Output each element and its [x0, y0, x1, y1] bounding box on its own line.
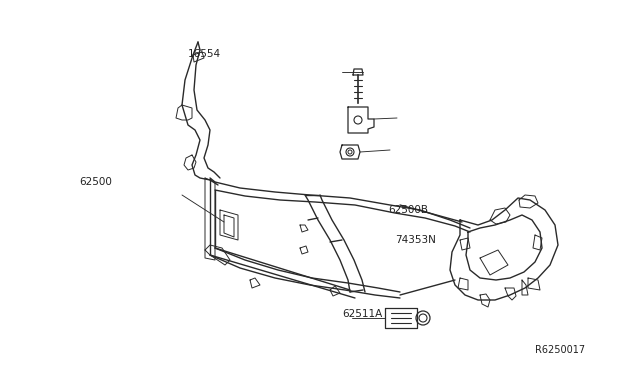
- Text: 16554: 16554: [188, 49, 221, 59]
- Text: 74353N: 74353N: [396, 235, 436, 245]
- Text: R6250017: R6250017: [536, 345, 586, 355]
- Text: 62500B: 62500B: [388, 205, 429, 215]
- Text: 62500: 62500: [79, 177, 112, 187]
- Text: 62511A: 62511A: [342, 310, 383, 319]
